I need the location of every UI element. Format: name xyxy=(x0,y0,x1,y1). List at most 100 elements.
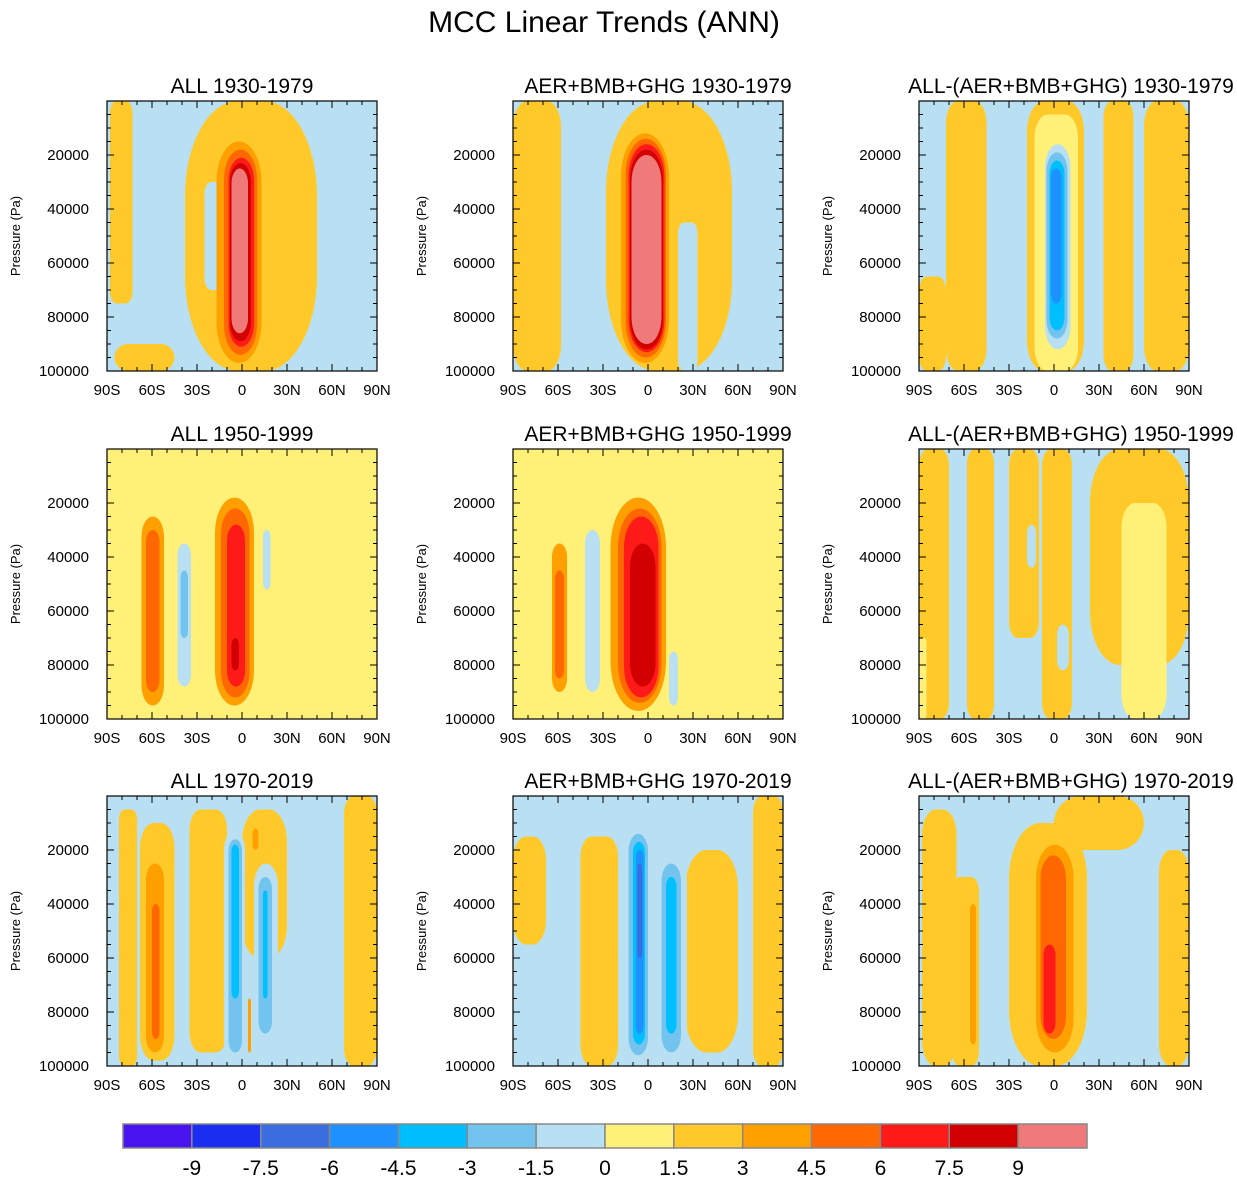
contour-region xyxy=(666,449,708,719)
y-tick-label: 100000 xyxy=(445,1058,495,1075)
y-tick-label: 20000 xyxy=(859,842,901,859)
x-tick-label: 60S xyxy=(139,730,166,747)
y-tick-label: 40000 xyxy=(47,549,89,566)
colorbar-label: 7.5 xyxy=(935,1157,964,1180)
contour-region xyxy=(263,890,268,999)
panel-title: ALL-(AER+BMB+GHG) 1930-1979 xyxy=(908,75,1234,98)
contour-region xyxy=(231,844,239,999)
colorbar-label: -6 xyxy=(320,1157,339,1180)
colorbar-swatch xyxy=(535,1123,606,1149)
contour-region xyxy=(513,101,561,371)
colorbar-swatch xyxy=(810,1123,882,1149)
y-tick-label: 40000 xyxy=(453,549,495,566)
contour-region xyxy=(180,570,188,638)
contour-region xyxy=(678,222,698,371)
x-tick-label: 30S xyxy=(996,382,1023,399)
y-tick-label: 60000 xyxy=(47,950,89,967)
contour-region xyxy=(189,809,227,1053)
colorbar-swatch xyxy=(466,1123,537,1149)
y-tick-label: 60000 xyxy=(859,950,901,967)
y-axis-label: Pressure (Pa) xyxy=(8,891,23,971)
y-axis-label: Pressure (Pa) xyxy=(414,544,429,624)
colorbar-swatch xyxy=(1017,1123,1088,1149)
contour-region xyxy=(114,344,175,371)
contour-region xyxy=(580,836,618,1066)
y-tick-label: 100000 xyxy=(39,711,89,728)
x-tick-label: 30S xyxy=(996,1077,1023,1094)
y-tick-label: 80000 xyxy=(859,657,901,674)
contour-region xyxy=(119,809,137,1066)
y-tick-label: 20000 xyxy=(453,495,495,512)
panel-1: 90S 60S 30S 0 30N 60N 90N 20000 40000 60000 80000 1… xyxy=(8,75,391,399)
y-tick-label: 40000 xyxy=(859,549,901,566)
x-tick-label: 90S xyxy=(94,730,121,747)
panel-title: AER+BMB+GHG 1930-1979 xyxy=(524,75,791,98)
y-tick-label: 60000 xyxy=(453,255,495,272)
y-axis-label: Pressure (Pa) xyxy=(820,891,835,971)
colorbar-label: -9 xyxy=(183,1157,202,1180)
x-tick-label: 30N xyxy=(679,730,707,747)
panel-plot-area xyxy=(107,449,377,719)
x-tick-label: 90S xyxy=(500,1077,527,1094)
colorbar-swatch xyxy=(191,1123,262,1149)
y-tick-label: 80000 xyxy=(453,309,495,326)
contour-region xyxy=(1027,524,1036,568)
contour-region xyxy=(639,168,654,269)
y-tick-label: 100000 xyxy=(445,711,495,728)
x-tick-label: 60S xyxy=(545,1077,572,1094)
colorbar: -9 -7.5 -6 -4.5 -3 -1.5 0 1.5 3 4.5 6 7.5 9 xyxy=(122,1123,1088,1180)
y-tick-label: 60000 xyxy=(47,603,89,620)
x-tick-label: 60N xyxy=(318,730,346,747)
x-tick-label: 30S xyxy=(184,1077,211,1094)
contour-region xyxy=(110,101,133,304)
panel-title: ALL 1970-2019 xyxy=(171,770,314,793)
y-tick-label: 80000 xyxy=(453,657,495,674)
panel-6: 90S 60S 30S 0 30N 60N 90N 20000 40000 60000 80000 1… xyxy=(820,423,1234,747)
contour-region xyxy=(639,279,651,323)
colorbar-swatch xyxy=(741,1123,813,1149)
contour-region xyxy=(513,449,540,719)
contour-region xyxy=(152,904,160,1039)
panel-title: ALL-(AER+BMB+GHG) 1970-2019 xyxy=(908,770,1234,793)
contour-region xyxy=(1103,101,1134,371)
x-tick-label: 90S xyxy=(500,382,527,399)
y-tick-label: 60000 xyxy=(859,603,901,620)
y-tick-label: 40000 xyxy=(47,896,89,913)
contour-region xyxy=(946,101,987,371)
y-tick-label: 80000 xyxy=(453,1004,495,1021)
contour-region xyxy=(317,449,344,719)
x-tick-label: 90N xyxy=(1175,382,1203,399)
contour-region xyxy=(922,809,957,1066)
colorbar-label: 0 xyxy=(599,1157,611,1180)
x-tick-label: 0 xyxy=(644,1077,652,1094)
x-tick-label: 30N xyxy=(679,1077,707,1094)
y-tick-label: 40000 xyxy=(453,201,495,218)
y-tick-label: 60000 xyxy=(47,255,89,272)
figure-title: MCC Linear Trends (ANN) xyxy=(428,6,780,39)
x-tick-label: 30S xyxy=(184,730,211,747)
y-tick-label: 20000 xyxy=(453,147,495,164)
y-axis-label: Pressure (Pa) xyxy=(8,196,23,276)
contour-region xyxy=(669,651,678,706)
x-tick-label: 30N xyxy=(1085,382,1113,399)
panel-8: 90S 60S 30S 0 30N 60N 90N 20000 40000 60000 80000 1… xyxy=(414,770,797,1094)
colorbar-label: 9 xyxy=(1012,1157,1024,1180)
panel-9: 90S 60S 30S 0 30N 60N 90N 20000 40000 60000 80000 1… xyxy=(820,770,1234,1094)
contour-region xyxy=(1051,168,1062,304)
x-tick-label: 90N xyxy=(769,730,797,747)
y-tick-label: 40000 xyxy=(859,201,901,218)
x-tick-label: 60N xyxy=(318,382,346,399)
contour-region xyxy=(1144,101,1189,371)
x-tick-label: 0 xyxy=(1050,1077,1058,1094)
x-tick-label: 90S xyxy=(906,382,933,399)
y-tick-label: 20000 xyxy=(47,147,89,164)
x-tick-label: 60S xyxy=(139,1077,166,1094)
contour-region xyxy=(1042,449,1072,719)
contour-region xyxy=(1054,796,1144,850)
x-tick-label: 30N xyxy=(1085,730,1113,747)
x-tick-label: 30N xyxy=(273,730,301,747)
y-tick-label: 20000 xyxy=(47,495,89,512)
panel-title: AER+BMB+GHG 1950-1999 xyxy=(524,423,791,446)
contour-region xyxy=(711,449,783,719)
x-tick-label: 90N xyxy=(363,1077,391,1094)
